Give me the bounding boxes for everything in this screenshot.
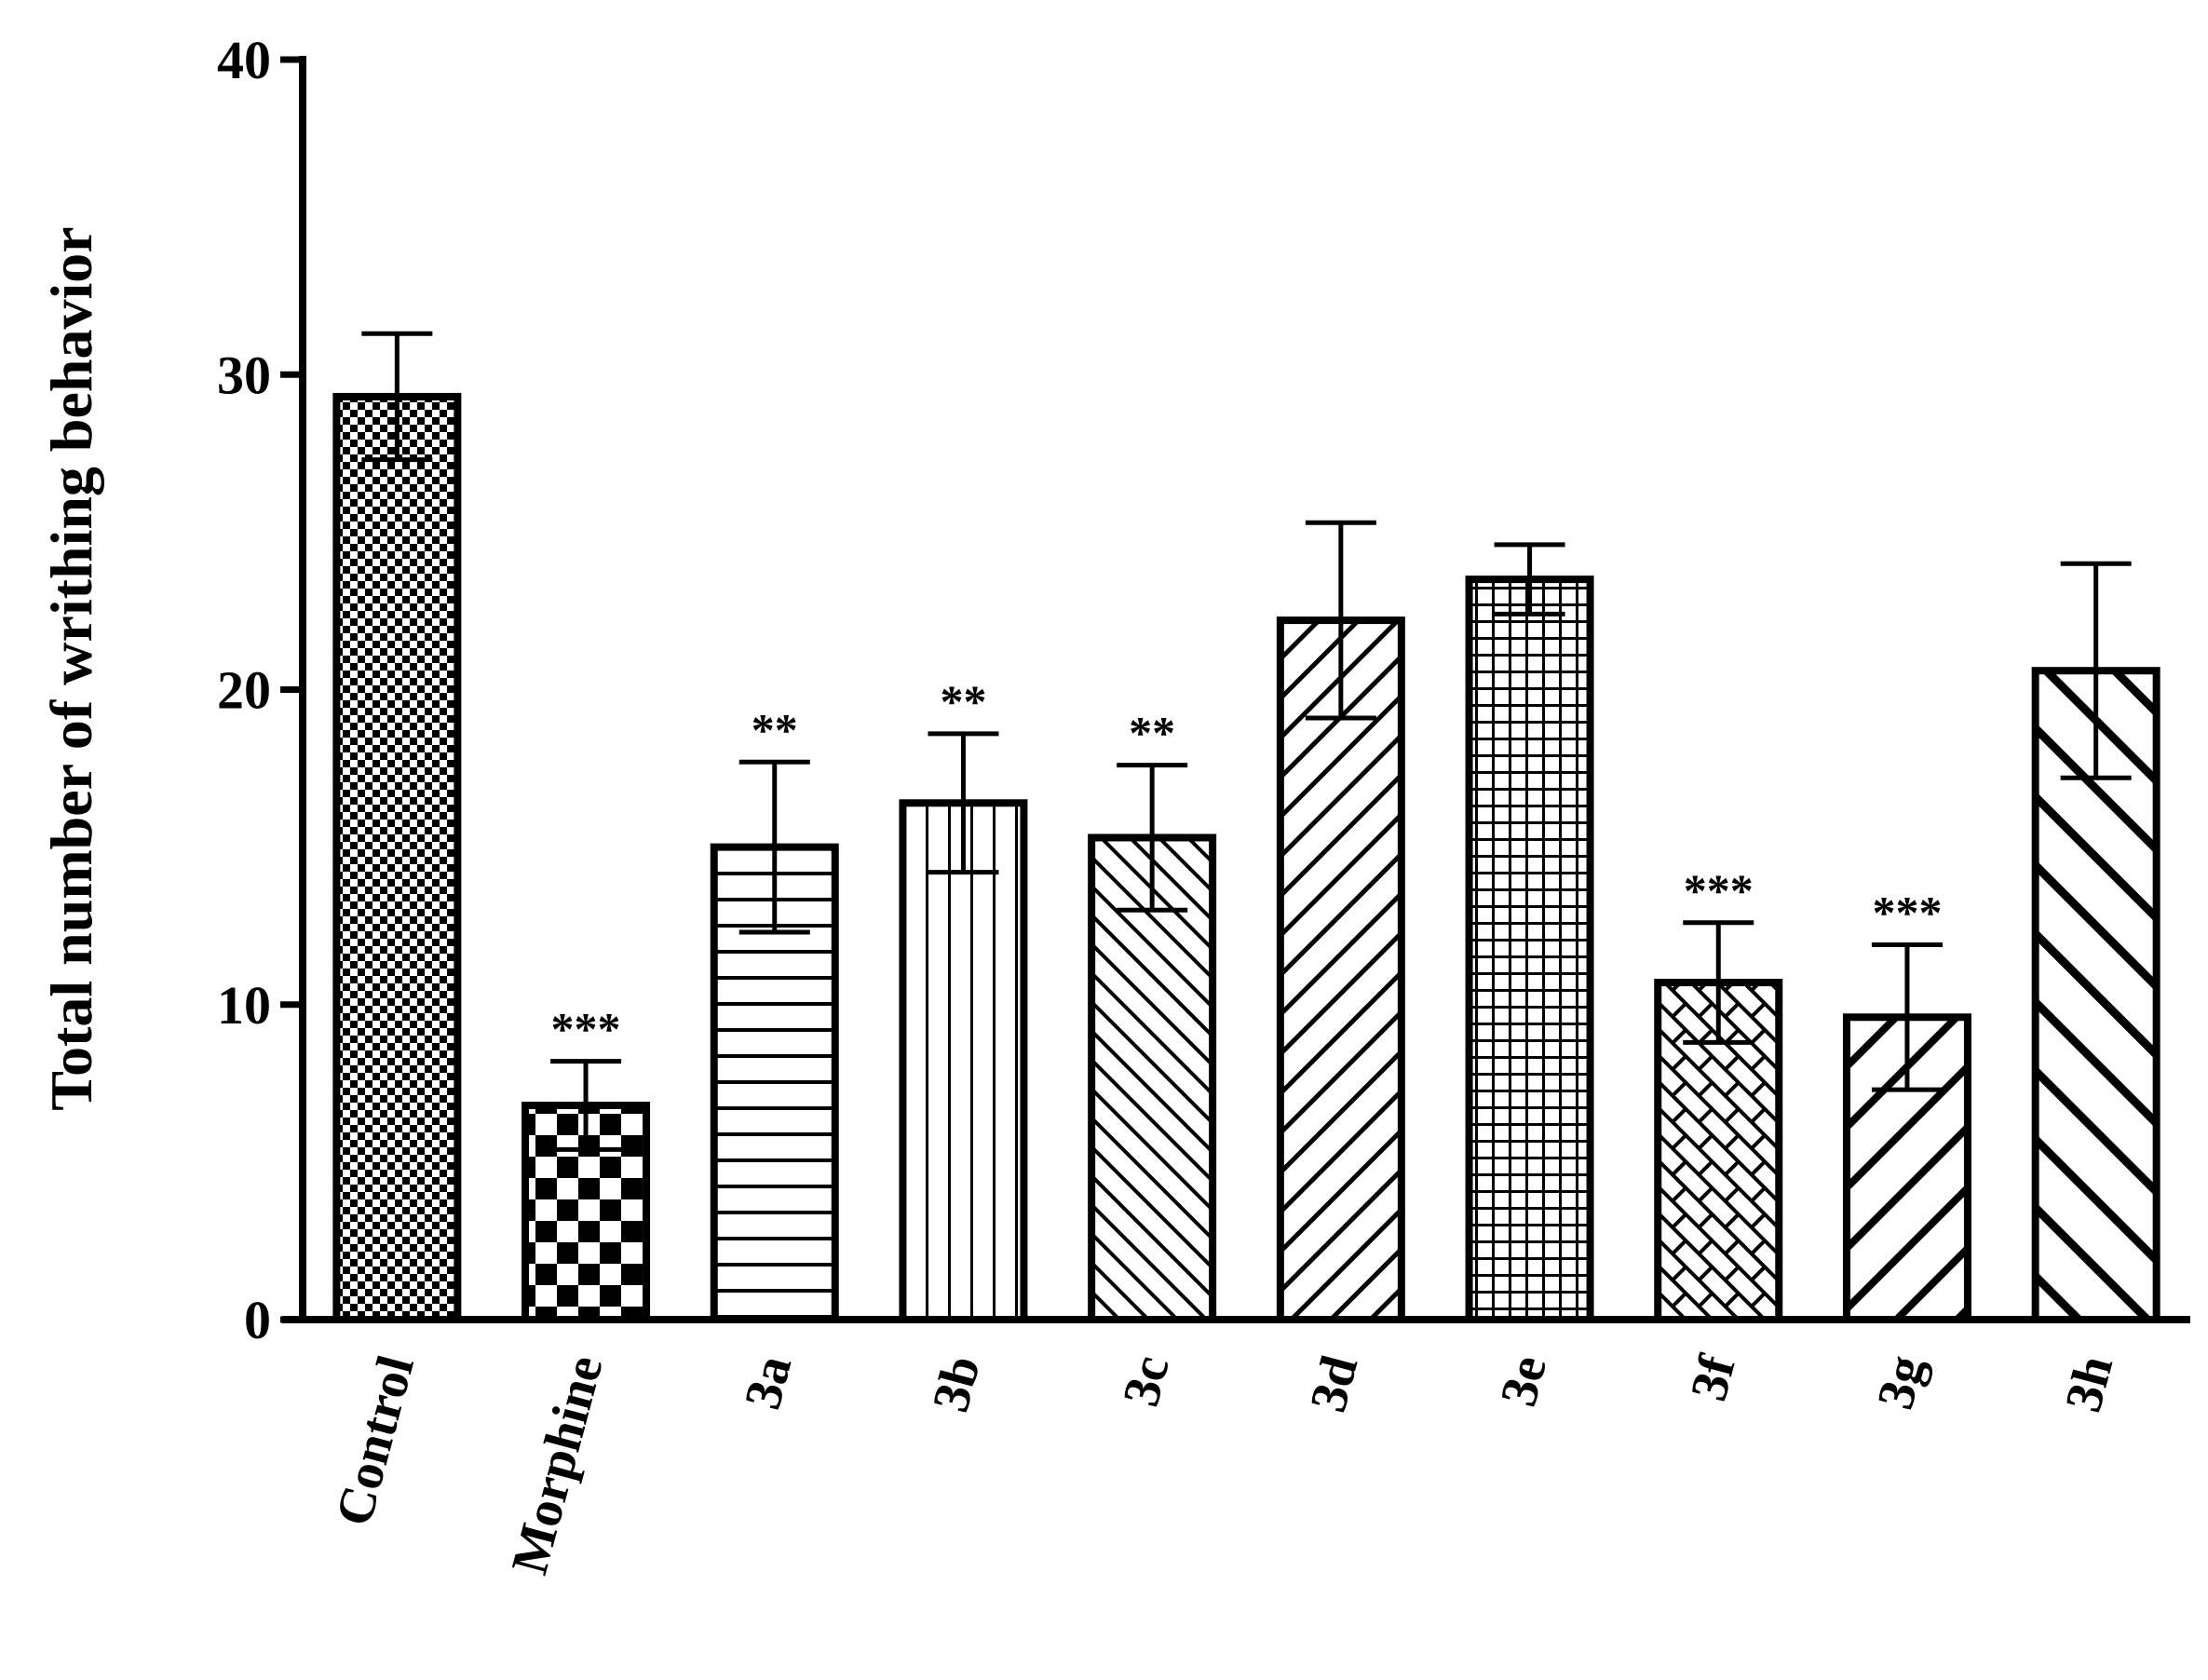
x-tick-label-3d: 3d	[1299, 1349, 1369, 1417]
x-tick-label-3g: 3g	[1866, 1349, 1935, 1415]
error-bar-3h	[2060, 561, 2132, 780]
x-tick-label-3b: 3b	[922, 1349, 992, 1417]
error-bar-3d	[1305, 520, 1376, 721]
x-tick-label-3f: 3f	[1680, 1348, 1747, 1406]
bar-3e	[1465, 576, 1594, 1323]
y-tick-label-40: 40	[217, 30, 271, 90]
x-tick-label-3e: 3e	[1490, 1349, 1559, 1412]
significance-label-3c: **	[1129, 707, 1175, 759]
bar-3d	[1276, 616, 1405, 1323]
error-bar-3g	[1871, 942, 1943, 1092]
bars: ************ ***	[332, 331, 2161, 1324]
y-tick-label-10: 10	[217, 975, 271, 1036]
error-bar-control	[361, 331, 433, 463]
error-bar-3a	[738, 759, 810, 935]
x-tick-label-morphine: Morphine	[501, 1349, 615, 1579]
x-tick-label-3a: 3a	[734, 1349, 803, 1415]
bar-control	[332, 392, 462, 1323]
x-tick-label-control: Control	[325, 1349, 426, 1531]
significance-label-3f: ***	[1684, 864, 1754, 916]
error-bar-3f	[1683, 920, 1754, 1045]
y-axis-title: Total number of writhing behavior	[38, 226, 104, 1110]
error-bar-3b	[928, 731, 999, 875]
x-tick-label-3c: 3c	[1112, 1349, 1181, 1412]
y-tick-label-20: 20	[217, 660, 271, 721]
significance-label-3g: ***	[1872, 886, 1942, 938]
y-tick-label-30: 30	[217, 345, 271, 405]
significance-label-3a: **	[752, 703, 798, 755]
x-tick-label-3h: 3h	[2054, 1349, 2124, 1417]
axes: Control Morphine 3a 3b 3c 3d 3e 3f 3g 3h 0 10 20 30 40	[217, 30, 2190, 1580]
y-tick-label-0: 0	[244, 1290, 271, 1350]
significance-label-morphine: ***	[551, 1003, 621, 1055]
error-bar-3c	[1117, 763, 1188, 913]
error-bar-morphine	[550, 1059, 622, 1152]
significance-label-3b: **	[940, 675, 986, 727]
bar-3b	[899, 799, 1028, 1323]
error-bar-3e	[1494, 542, 1565, 616]
